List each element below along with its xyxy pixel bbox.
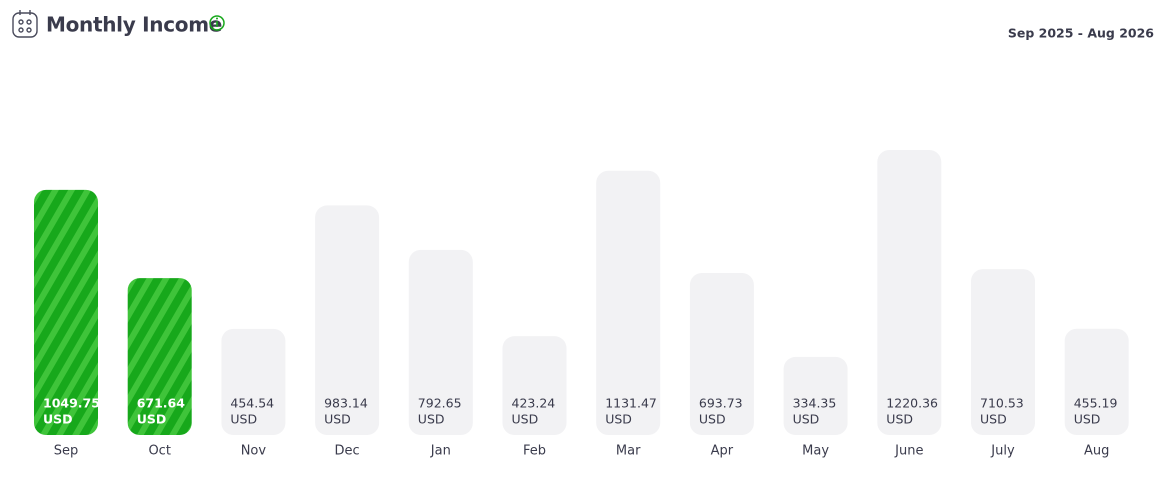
bar [502,336,567,435]
date-range: Sep 2025 - Aug 2026 [1008,26,1154,41]
value-unit: USD [324,412,351,427]
x-tick-label: Apr [711,444,734,459]
value-unit: USD [1074,412,1101,427]
value-unit: USD [886,412,913,427]
value-unit: USD [418,412,445,427]
x-tick-label: Nov [241,444,267,459]
bar [971,269,1035,435]
x-tick-label: July [990,444,1015,459]
value-label: 792.65 [418,396,462,411]
value-unit: USD [980,412,1007,427]
value-label: 983.14 [324,396,368,411]
value-unit: USD [699,412,726,427]
bar [34,189,98,435]
x-tick-label: Jan [430,444,451,459]
value-unit: USD [137,412,167,427]
bar [408,249,473,435]
x-tick-label: June [894,444,923,459]
x-tick-label: May [802,444,829,459]
calendar-icon [12,10,38,38]
x-tick-label: Feb [523,444,546,459]
value-label: 423.24 [512,396,556,411]
value-label: 671.64 [137,396,186,411]
value-label: 334.35 [793,396,837,411]
value-unit: USD [512,412,539,427]
bar [221,328,286,435]
value-label: 693.73 [699,396,743,411]
value-label: 1220.36 [886,396,938,411]
value-unit: USD [605,412,632,427]
value-label: 710.53 [980,396,1024,411]
bar [783,356,848,435]
value-label: 454.54 [230,396,274,411]
chart-title: Monthly Income [46,13,222,37]
value-label: 455.19 [1074,396,1118,411]
x-tick-label: Dec [335,444,360,459]
x-tick-label: Mar [616,444,641,459]
bar [877,150,942,435]
bar [315,205,380,435]
value-unit: USD [793,412,820,427]
value-unit: USD [43,412,73,427]
x-tick-label: Sep [54,444,79,459]
x-tick-label: Aug [1084,444,1109,459]
x-tick-label: Oct [148,444,170,459]
bar [596,170,661,435]
bar [127,278,192,435]
value-unit: USD [230,412,257,427]
info-icon[interactable] [209,15,225,31]
bar [689,272,754,435]
value-label: 1131.47 [605,396,657,411]
value-label: 1049.75 [43,396,100,411]
bar [1064,328,1129,435]
